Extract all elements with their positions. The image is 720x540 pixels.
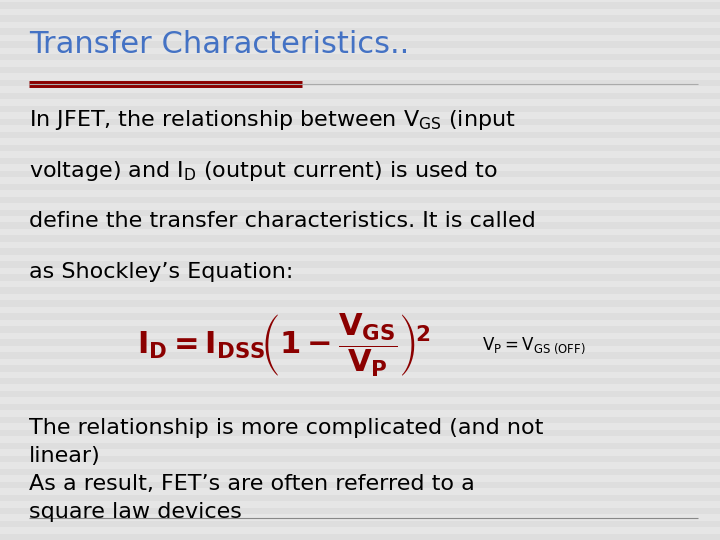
Bar [0,378,720,384]
Bar [0,15,720,22]
Bar [0,391,720,397]
Bar [0,132,720,138]
Bar [0,508,720,514]
Bar [0,300,720,307]
Bar [0,248,720,255]
Bar [0,274,720,281]
Bar [0,365,720,372]
Bar [0,54,720,60]
Bar [0,326,720,333]
Bar [0,261,720,268]
Text: The relationship is more complicated (and not
linear)
As a result, FET’s are oft: The relationship is more complicated (an… [29,418,543,523]
Text: Transfer Characteristics..: Transfer Characteristics.. [29,30,409,59]
Bar [0,430,720,436]
Text: voltage) and $\mathregular{I_D}$ (output current) is used to: voltage) and $\mathregular{I_D}$ (output… [29,159,498,183]
Bar [0,67,720,73]
Bar [0,482,720,488]
Text: $\mathrm{V_P{=}V_{GS\ (OFF)}}$: $\mathrm{V_P{=}V_{GS\ (OFF)}}$ [482,335,586,356]
Bar [0,521,720,527]
Bar [0,287,720,294]
Bar [0,495,720,501]
Bar [0,469,720,475]
Bar [0,119,720,125]
Bar [0,456,720,462]
Bar [0,93,720,99]
Bar [0,404,720,410]
Bar [0,235,720,242]
Bar [0,443,720,449]
Bar [0,80,720,86]
Text: as Shockley’s Equation:: as Shockley’s Equation: [29,262,293,282]
Bar [0,222,720,229]
Bar [0,417,720,423]
Text: define the transfer characteristics. It is called: define the transfer characteristics. It … [29,211,536,231]
Text: In JFET, the relationship between $\mathregular{V_{GS}}$ (input: In JFET, the relationship between $\math… [29,108,516,132]
Bar [0,184,720,190]
Bar [0,2,720,9]
Bar [0,171,720,177]
Bar [0,534,720,540]
Bar [0,313,720,320]
Bar [0,28,720,35]
Bar [0,145,720,151]
Bar [0,106,720,112]
Bar [0,339,720,346]
Bar [0,158,720,164]
Bar [0,352,720,359]
Bar [0,197,720,203]
Text: $\mathbf{I_D = I_{DSS}\!\left(1 - \dfrac{V_{GS}}{V_P}\right)^{\!2}}$: $\mathbf{I_D = I_{DSS}\!\left(1 - \dfrac… [137,312,430,380]
Bar [0,210,720,216]
Bar [0,41,720,48]
